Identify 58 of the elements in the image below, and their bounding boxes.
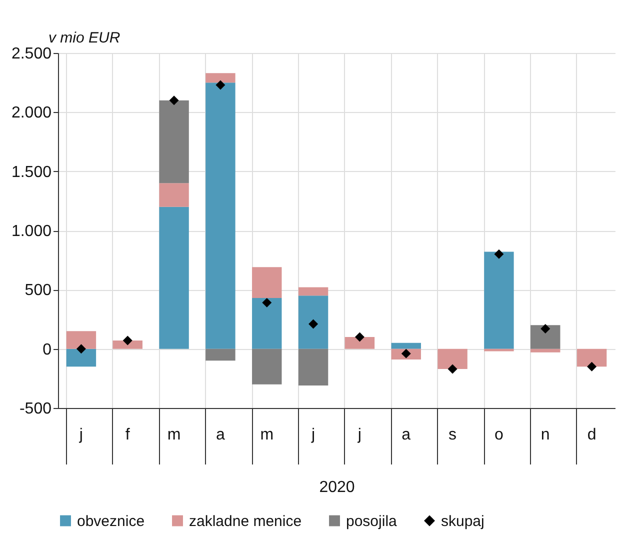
bar xyxy=(391,342,421,349)
legend-label: skupaj xyxy=(441,512,484,530)
point xyxy=(308,319,318,329)
bar xyxy=(252,298,282,349)
legend-label: zakladne menice xyxy=(189,512,302,530)
bar xyxy=(206,82,236,349)
x-tick-label: m xyxy=(260,426,274,444)
x-tick-label: n xyxy=(540,426,550,444)
bar xyxy=(159,100,189,184)
bar xyxy=(530,325,560,349)
bar xyxy=(66,331,96,349)
y-tick-label: 1.500 xyxy=(11,164,52,181)
x-tick-label: a xyxy=(402,426,411,444)
x-tick-label: j xyxy=(310,426,316,444)
bar xyxy=(66,348,96,367)
bar xyxy=(252,267,282,298)
point xyxy=(216,80,226,90)
bar xyxy=(206,348,236,361)
point xyxy=(448,364,458,374)
legend-label: posojila xyxy=(346,512,398,530)
x-tick-label: a xyxy=(216,426,226,444)
bar xyxy=(206,73,236,83)
bar xyxy=(298,287,328,296)
y-tick-label: 1.000 xyxy=(11,223,52,240)
bar xyxy=(298,348,328,386)
bar xyxy=(159,183,189,207)
x-tick-label: s xyxy=(448,426,457,444)
point xyxy=(76,344,86,354)
bar xyxy=(530,348,560,352)
bar xyxy=(344,337,375,349)
point xyxy=(262,298,272,308)
bar xyxy=(159,206,189,349)
y-tick-label: 0 xyxy=(42,341,52,358)
bar xyxy=(252,348,282,384)
point xyxy=(494,249,504,259)
point xyxy=(122,336,132,346)
legend-label: obveznice xyxy=(77,512,145,530)
bar xyxy=(438,348,468,369)
x-tick-label: j xyxy=(356,426,362,444)
x-tick-label: o xyxy=(494,426,504,444)
y-tick-label: 500 xyxy=(24,282,52,300)
bar xyxy=(576,348,607,367)
y-axis-title: v mio EUR xyxy=(48,30,120,46)
y-tick-label: -500 xyxy=(19,400,52,418)
bar xyxy=(112,340,142,349)
point xyxy=(169,96,179,106)
x-tick-label: m xyxy=(167,426,181,444)
point xyxy=(540,324,550,334)
bar xyxy=(298,296,328,349)
x-tick-label: d xyxy=(587,426,596,444)
point xyxy=(587,362,597,372)
bar xyxy=(484,252,514,349)
x-axis-title: 2020 xyxy=(319,479,355,496)
x-tick-label: f xyxy=(125,426,130,444)
y-tick-label: 2.500 xyxy=(11,46,52,62)
x-tick-label: j xyxy=(78,426,83,444)
y-tick-label: 2.000 xyxy=(11,104,52,122)
point xyxy=(354,332,364,342)
